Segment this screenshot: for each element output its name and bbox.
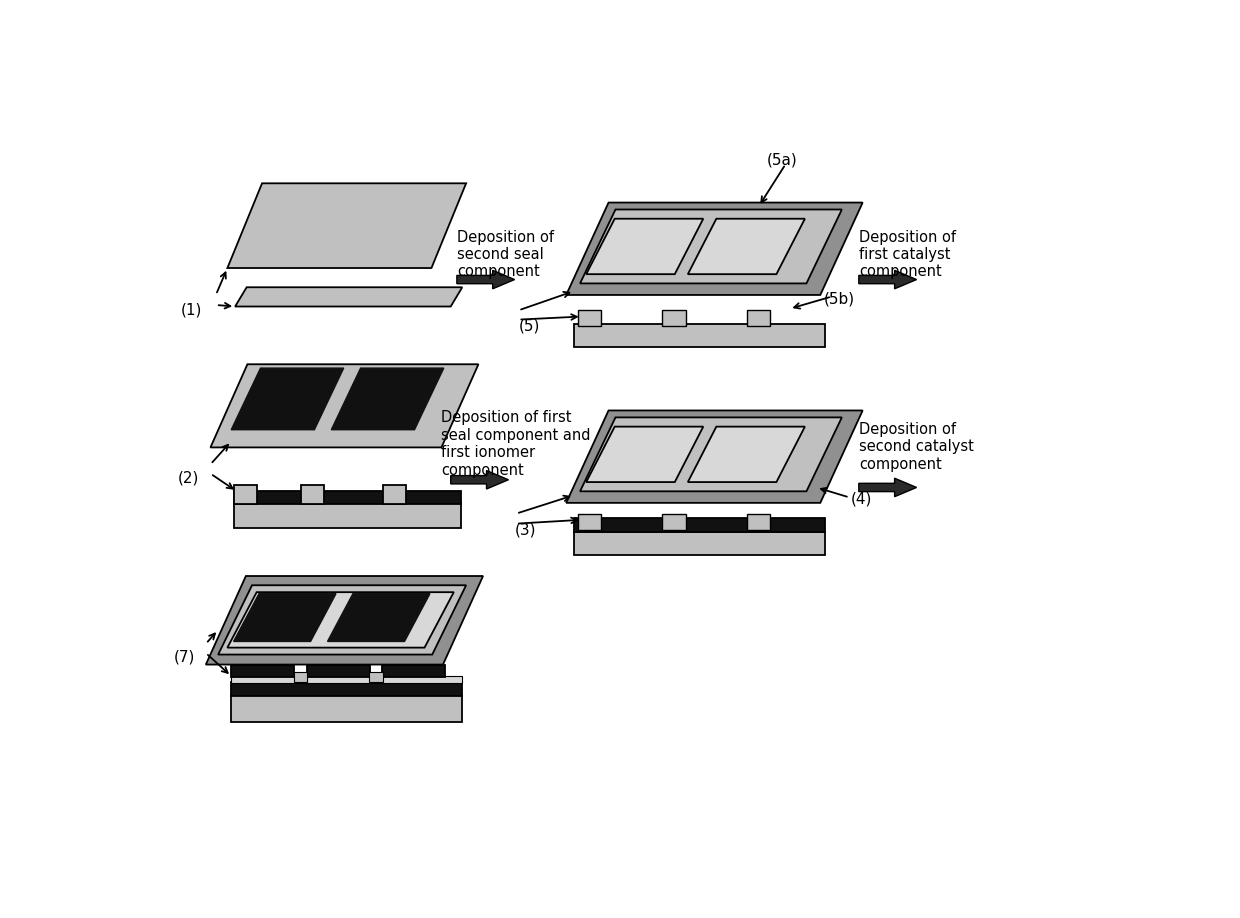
Bar [233,491,461,504]
Bar [574,532,825,555]
Bar [574,519,825,532]
Text: Deposition of
first catalyst
component: Deposition of first catalyst component [859,230,956,279]
Text: (4): (4) [851,491,873,507]
Bar [231,682,463,696]
Polygon shape [587,427,703,482]
Text: Deposition of
second seal
component: Deposition of second seal component [456,230,554,279]
Bar [233,485,257,504]
Bar [300,485,324,504]
Bar [748,310,770,326]
Polygon shape [450,471,508,489]
Polygon shape [227,592,454,647]
Polygon shape [227,184,466,268]
Text: Deposition of first
seal component and
first ionomer
component: Deposition of first seal component and f… [441,410,591,477]
Bar [306,665,370,677]
Polygon shape [587,218,703,274]
Bar [574,324,825,347]
Bar [231,695,463,722]
Bar [370,672,383,681]
Polygon shape [580,209,842,284]
Polygon shape [218,586,466,655]
Text: (5b): (5b) [825,291,856,306]
Text: (2): (2) [177,471,198,486]
Polygon shape [859,270,916,289]
Polygon shape [688,218,805,274]
Polygon shape [567,410,863,503]
Bar [231,677,463,683]
Text: (5a): (5a) [766,152,797,167]
Bar [231,665,294,677]
Text: (7): (7) [174,649,195,664]
Bar [383,485,405,504]
Polygon shape [580,418,842,491]
Bar [578,514,601,530]
Polygon shape [236,287,463,307]
Text: (5): (5) [518,318,539,333]
Bar [748,514,770,530]
Bar [662,310,686,326]
Polygon shape [206,576,484,665]
Text: (1): (1) [181,303,202,318]
Bar [382,665,445,677]
Polygon shape [688,427,805,482]
Text: (3): (3) [515,522,536,537]
Polygon shape [567,203,863,295]
Bar [662,514,686,530]
Polygon shape [231,368,343,430]
Polygon shape [233,594,336,642]
Polygon shape [327,594,430,642]
Polygon shape [859,478,916,497]
Polygon shape [456,270,515,289]
Text: Deposition of
second catalyst
component: Deposition of second catalyst component [859,422,973,472]
Polygon shape [331,368,444,430]
Bar [578,310,601,326]
Bar [294,672,308,681]
Polygon shape [211,364,479,447]
Bar [233,503,461,528]
